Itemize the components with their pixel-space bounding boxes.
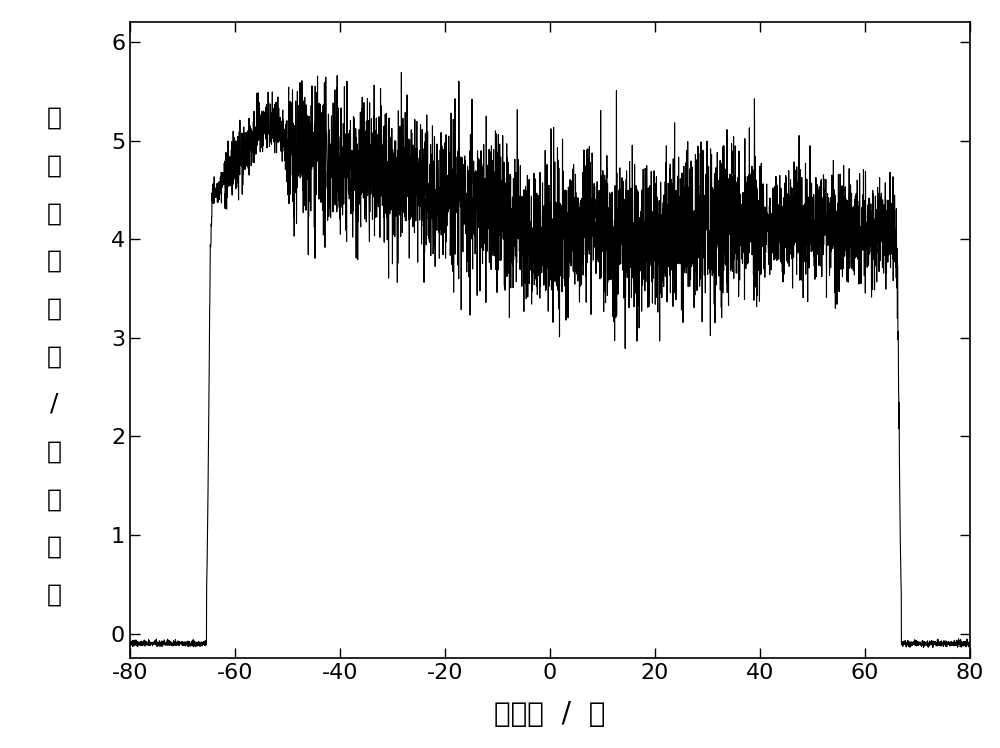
Text: 二: 二: [47, 105, 62, 130]
X-axis label: 入射角  /  度: 入射角 / 度: [494, 700, 606, 728]
Text: 谐: 谐: [47, 201, 62, 225]
Text: 意: 意: [47, 487, 62, 512]
Text: 强: 强: [47, 296, 62, 321]
Text: 度: 度: [47, 344, 62, 368]
Text: 单: 单: [47, 535, 62, 559]
Text: 波: 波: [47, 249, 62, 273]
Text: /: /: [50, 392, 59, 416]
Text: 任: 任: [47, 440, 62, 464]
Text: 位: 位: [47, 583, 62, 607]
Text: 次: 次: [47, 153, 62, 177]
